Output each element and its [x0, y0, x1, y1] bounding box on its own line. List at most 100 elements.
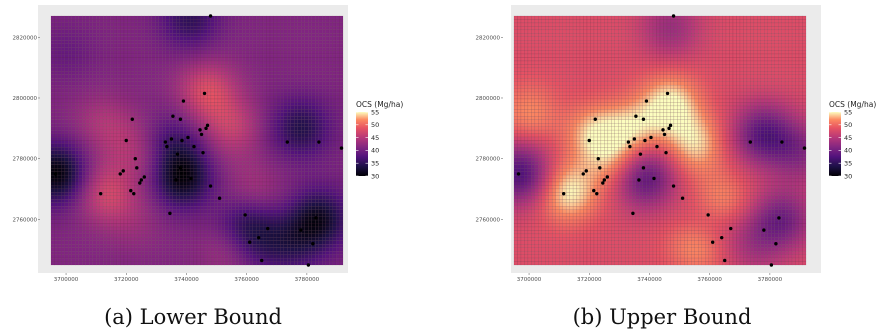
heat-cell	[252, 209, 257, 214]
heat-cell	[325, 206, 330, 210]
heat-cell	[332, 60, 337, 65]
heat-cell	[113, 119, 118, 124]
heat-cell	[335, 171, 340, 176]
heat-cell	[280, 46, 285, 51]
heat-cell	[169, 43, 173, 48]
heat-cell	[144, 219, 149, 224]
heat-cell	[308, 88, 312, 93]
heat-cell	[123, 206, 128, 210]
heat-cell	[116, 136, 121, 141]
heat-cell	[127, 147, 132, 152]
heat-cell	[287, 133, 292, 138]
heat-cell	[203, 192, 208, 197]
heat-cell	[217, 95, 222, 100]
heat-cell	[203, 81, 208, 86]
heat-cell	[224, 91, 229, 96]
heat-cell	[301, 29, 305, 34]
heat-cell	[252, 26, 257, 31]
heat-cell	[96, 188, 100, 193]
heat-cell	[235, 26, 239, 31]
heat-cell	[57, 105, 62, 110]
heat-cell	[235, 50, 239, 55]
heat-cell	[186, 33, 191, 37]
heat-cell	[301, 50, 305, 55]
heat-cell	[328, 33, 333, 37]
heat-cell	[92, 154, 97, 158]
heat-cell	[144, 123, 149, 127]
heat-cell	[214, 40, 219, 44]
heat-cell	[182, 91, 187, 96]
heat-cell	[273, 95, 278, 100]
heat-cell	[68, 50, 73, 55]
heat-cell	[106, 109, 111, 114]
heat-cell	[68, 91, 73, 96]
heat-cell	[335, 209, 340, 214]
heat-cell	[61, 178, 66, 183]
heat-cell	[162, 105, 166, 110]
heat-cell	[280, 71, 285, 75]
heat-cell	[207, 195, 212, 200]
heat-cell	[99, 195, 104, 200]
heat-cell	[287, 150, 292, 155]
heat-cell	[238, 84, 243, 89]
heat-cell	[106, 202, 111, 207]
heat-cell	[169, 19, 173, 24]
heat-cell	[304, 209, 309, 214]
heat-cell	[238, 206, 243, 210]
heat-cell	[242, 199, 246, 203]
heat-cell	[266, 102, 271, 107]
heat-cell	[287, 46, 292, 51]
heat-cell	[113, 71, 118, 75]
heat-cell	[92, 36, 97, 41]
heat-cell	[137, 43, 142, 48]
heat-cell	[141, 105, 146, 110]
heat-cell	[75, 164, 79, 169]
heat-cell	[328, 91, 333, 96]
heat-cell	[155, 95, 159, 100]
heat-cell	[71, 112, 76, 117]
heat-cell	[276, 50, 281, 55]
heat-cell	[276, 199, 281, 203]
heat-cell	[50, 33, 55, 37]
heat-cell	[325, 84, 330, 89]
heat-cell	[224, 19, 229, 24]
heat-cell	[287, 53, 292, 58]
heat-cell	[96, 67, 100, 72]
heat-cell	[130, 98, 135, 103]
heat-cell	[280, 126, 285, 131]
heat-cell	[200, 50, 205, 55]
heat-cell	[189, 123, 194, 127]
heat-cell	[266, 119, 271, 124]
heat-cell	[311, 133, 316, 138]
heat-cell	[238, 81, 243, 86]
heat-cell	[255, 199, 260, 203]
heat-cell	[68, 185, 73, 190]
heat-cell	[318, 53, 323, 58]
heat-cell	[224, 136, 229, 141]
heat-cell	[269, 181, 274, 186]
heat-cell	[155, 136, 159, 141]
heat-cell	[141, 188, 146, 193]
heat-cell	[217, 71, 222, 75]
heat-cell	[262, 112, 267, 117]
heat-cell	[304, 53, 309, 58]
heat-cell	[207, 81, 212, 86]
heat-cell	[64, 33, 69, 37]
heat-cell	[175, 143, 180, 148]
heat-cell	[210, 88, 215, 93]
heat-cell	[61, 91, 66, 96]
heat-cell	[335, 167, 340, 172]
heat-cell	[134, 126, 139, 131]
heat-cell	[130, 174, 135, 179]
heat-cell	[301, 57, 305, 62]
heat-cell	[127, 36, 132, 41]
heat-cell	[85, 109, 90, 114]
heat-cell	[182, 19, 187, 24]
heat-cell	[248, 178, 253, 183]
heat-cell	[301, 209, 305, 214]
heat-cell	[172, 147, 177, 152]
heat-cell	[54, 202, 59, 207]
heat-cell	[75, 212, 79, 217]
heat-cell	[335, 109, 340, 114]
heat-cell	[266, 147, 271, 152]
